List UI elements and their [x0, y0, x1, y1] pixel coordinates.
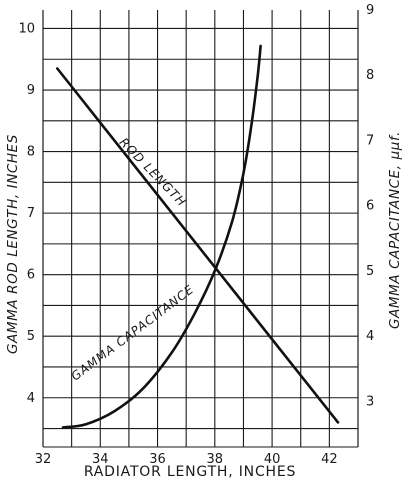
y-axis-title-right: GAMMA CAPACITANCE, μμf. [387, 131, 403, 329]
x-tick-label: 34 [92, 452, 109, 467]
series-lines [56, 44, 340, 429]
y-right-tick-label: 4 [366, 329, 374, 344]
y-left-tick-label: 4 [27, 391, 35, 406]
y-right-tick-label: 8 [366, 68, 374, 83]
grid [42, 10, 359, 448]
y-right-tick-label: 6 [366, 199, 374, 214]
y-left-tick-label: 9 [27, 83, 35, 98]
series-label-rod-length: ROD LENGTH [117, 135, 189, 209]
x-axis-title: RADIATOR LENGTH, INCHES [84, 464, 296, 480]
x-tick-label: 42 [321, 452, 338, 467]
y-left-tick-label: 8 [27, 145, 35, 160]
x-tick-label: 40 [264, 452, 281, 467]
y-right-tick-label: 9 [366, 3, 374, 18]
y-left-tick-label: 5 [27, 329, 35, 344]
series-line-gamma-capacitance [61, 44, 262, 429]
y-left-tick-label: 7 [27, 206, 35, 221]
x-tick-label: 32 [35, 452, 52, 467]
series-line-rod-length [56, 67, 340, 424]
y-axis-title-left: GAMMA ROD LENGTH, INCHES [5, 134, 21, 354]
y-right-tick-label: 7 [366, 133, 374, 148]
y-left-tick-label: 10 [18, 21, 35, 36]
y-left-tick-label: 6 [27, 268, 35, 283]
series-label-gamma-capacitance: GAMMA CAPACITANCE [68, 282, 196, 383]
x-tick-label: 36 [149, 452, 166, 467]
x-tick-label: 38 [207, 452, 224, 467]
y-right-tick-label: 3 [366, 394, 374, 409]
y-right-tick-label: 5 [366, 264, 374, 279]
